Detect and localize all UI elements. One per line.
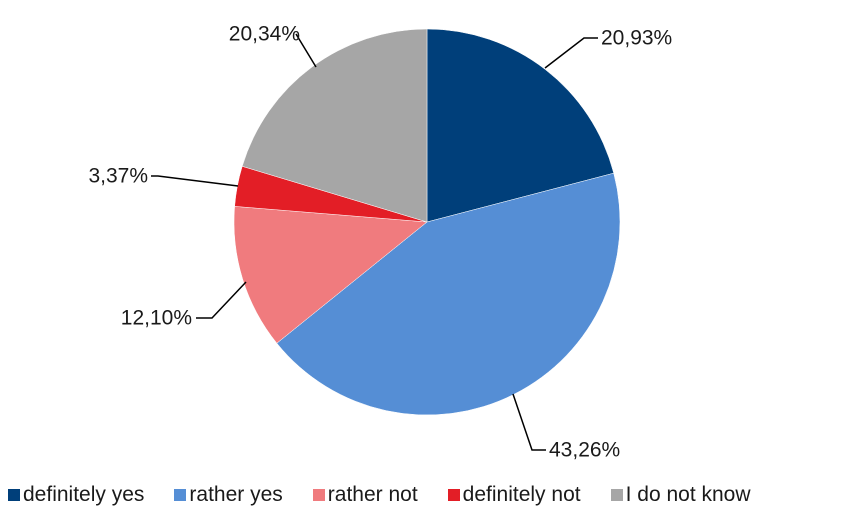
legend-item: definitely yes [8,483,144,507]
leader-line [512,393,546,451]
leader-line [544,37,598,69]
legend: definitely yes rather yes rather not defini… [8,483,751,507]
data-label: 3,37% [88,165,148,188]
legend-label: I do not know [625,483,751,506]
pie-slice-i-do-not-know [241,28,428,223]
pie-slice-rather-not [233,206,428,344]
legend-label: definitely yes [23,483,145,506]
legend-swatch [312,489,325,501]
pie-slice-definitely-yes [426,28,615,223]
leader-line [196,281,247,319]
legend-label: definitely not [462,483,581,506]
data-label: 20,93% [601,27,672,50]
data-label: 43,26% [549,439,620,462]
legend-item: I do not know [610,483,751,507]
leader-line [151,175,239,187]
legend-item: rather not [312,483,418,507]
legend-label: rather yes [189,483,283,506]
legend-swatch [8,489,20,501]
legend-swatch [610,489,623,501]
legend-swatch [174,489,187,501]
legend-swatch [447,489,460,501]
data-label: 12,10% [121,307,192,330]
leader-line [295,33,317,68]
pie-chart: 20,93% 43,26% 12,10% 3,37% 20,34% [88,23,672,462]
legend-label: rather not [327,483,418,506]
data-label: 20,34% [229,23,300,46]
legend-item: definitely not [447,483,581,507]
legend-item: rather yes [174,483,283,507]
pie-slice-rather-yes [276,172,621,416]
